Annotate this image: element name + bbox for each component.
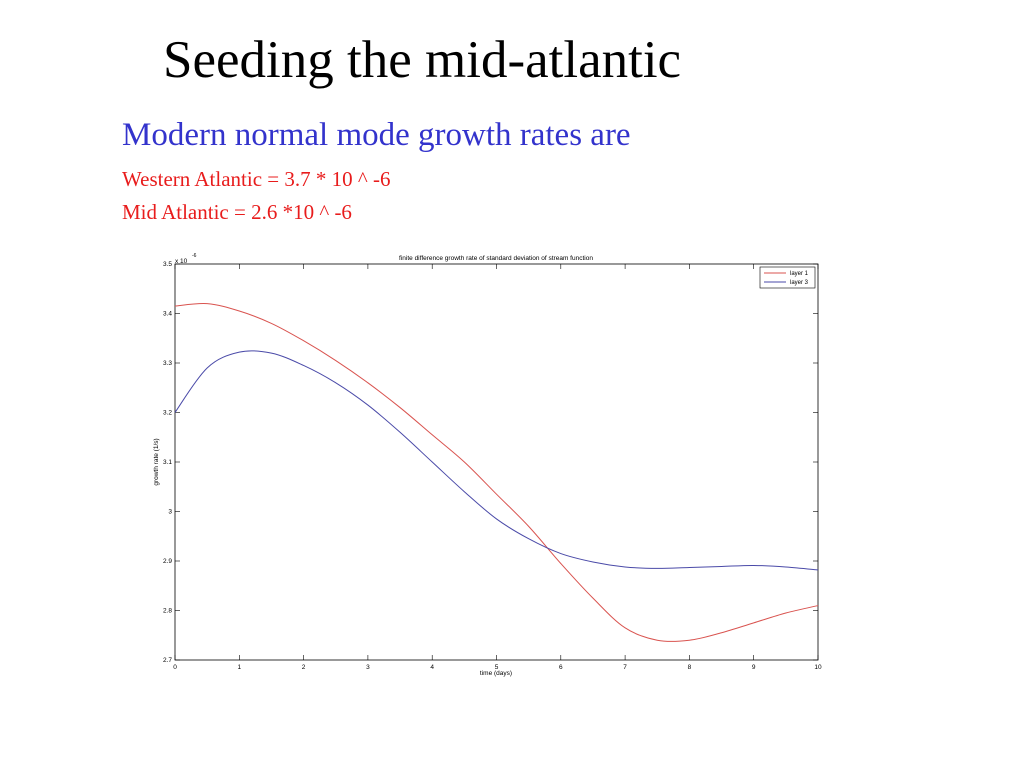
x-tick-label: 5 [495, 664, 499, 671]
legend-layer3-label: layer 3 [790, 280, 809, 286]
series-line-layer-1 [174, 302, 819, 642]
x-axis-label: time (days) [480, 670, 512, 677]
mid-atlantic-rate: Mid Atlantic = 2.6 *10 ^ -6 [122, 200, 352, 224]
y-axis-label: growth rate (1/s) [153, 438, 160, 485]
legend-box [759, 266, 816, 289]
y-tick-label: 2.8 [163, 608, 172, 615]
x-tick-label: 7 [623, 664, 627, 671]
x-tick-label: 10 [814, 664, 822, 671]
slide-subtitle: Modern normal mode growth rates are [122, 117, 631, 153]
chart-title: finite difference growth rate of standar… [399, 255, 593, 262]
y-tick-label: 3.4 [163, 311, 172, 318]
x-tick-label: 2 [302, 664, 306, 671]
x-tick-label: 4 [430, 664, 434, 671]
legend: layer 1 layer 3 [759, 266, 816, 289]
y-exponent-power: -6 [192, 253, 197, 259]
x-tick-label: 1 [237, 664, 241, 671]
western-atlantic-rate: Western Atlantic = 3.7 * 10 ^ -6 [122, 167, 391, 191]
axis-ticks: 0 1 2 3 4 5 6 7 8 9 10 2.7 2.8 2.9 3 3.1 3.2 3.3 3.4 3.5 [163, 261, 822, 671]
x-tick-label: 3 [366, 664, 370, 671]
y-tick-label: 3.3 [163, 360, 172, 367]
x-tick-label: 6 [559, 664, 563, 671]
y-tick-label: 2.9 [163, 558, 172, 565]
y-tick-label: 2.7 [163, 657, 172, 664]
y-tick-label: 3.2 [163, 410, 172, 417]
x-tick-label: 0 [173, 664, 177, 671]
y-tick-label: 3 [168, 509, 172, 516]
y-tick-label: 3.5 [163, 261, 172, 268]
legend-layer1-label: layer 1 [790, 271, 809, 277]
plot-frame [174, 263, 819, 661]
y-tick-label: 3.1 [163, 459, 172, 466]
x-tick-label: 9 [752, 664, 756, 671]
slide-title: Seeding the mid-atlantic [163, 31, 682, 89]
x-tick-label: 8 [688, 664, 692, 671]
series-line-layer-3 [174, 350, 819, 571]
y-exponent-base: x 10 [175, 258, 188, 265]
series-lines [174, 302, 819, 642]
